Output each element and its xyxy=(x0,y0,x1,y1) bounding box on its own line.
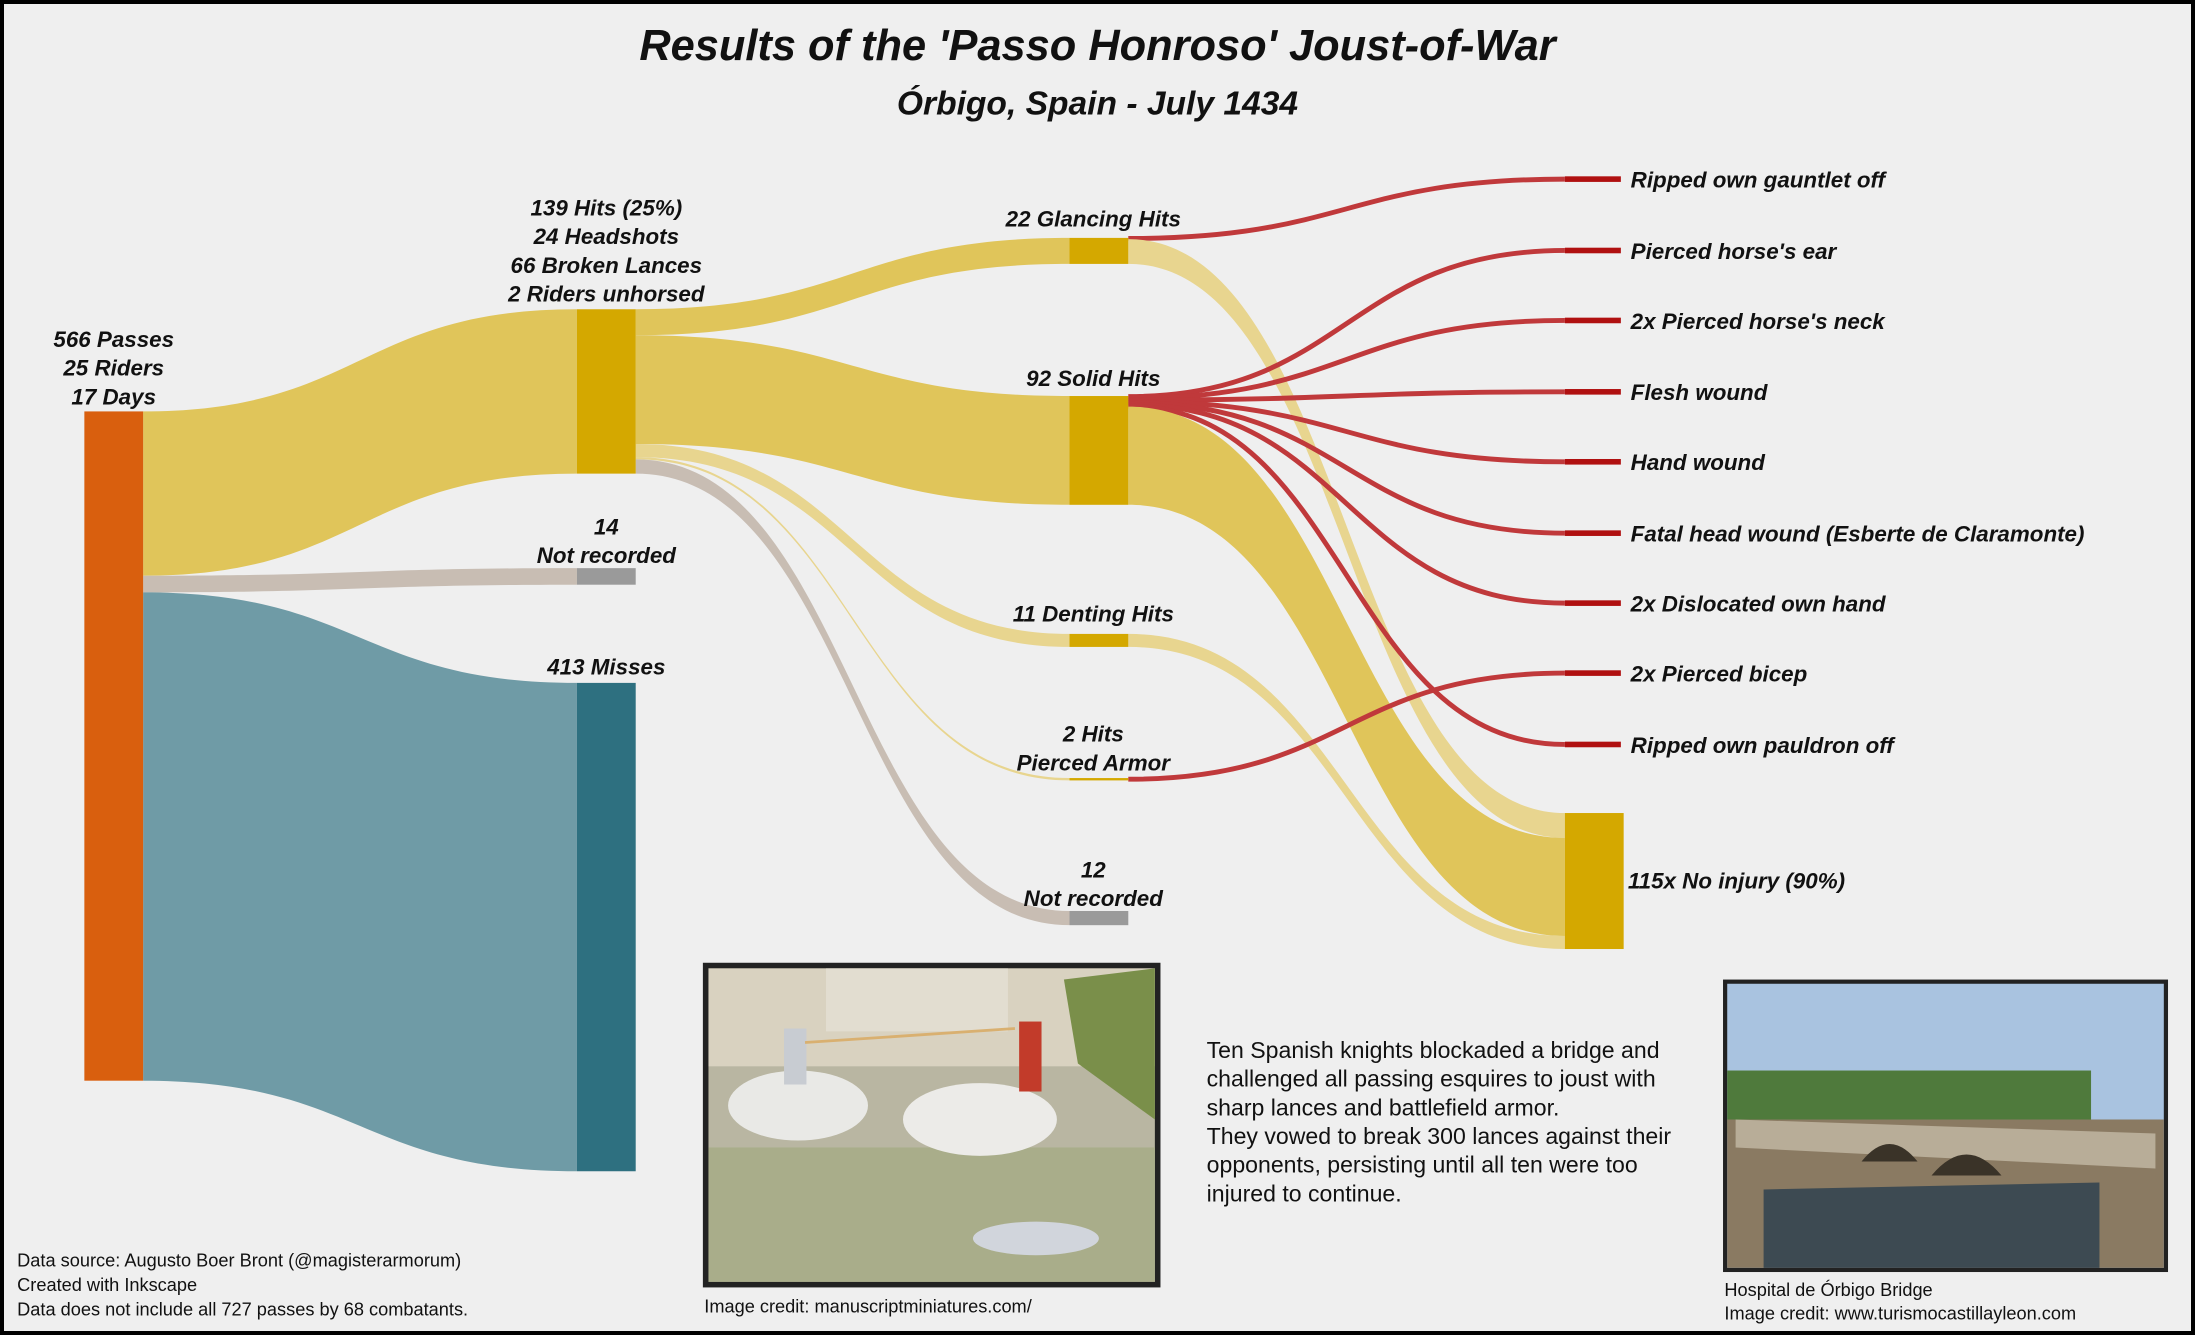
link-solid-pauldron xyxy=(1128,403,1565,747)
node-label-hits: 24 Headshots xyxy=(533,224,680,249)
description-line: They vowed to break 300 lances against t… xyxy=(1207,1123,1672,1149)
link-solid-ear xyxy=(1128,248,1565,400)
node-hand xyxy=(1564,458,1621,465)
node-pierced xyxy=(1069,778,1129,781)
description-line: injured to continue. xyxy=(1207,1180,1402,1206)
node-ear xyxy=(1564,247,1621,254)
node-noinjury xyxy=(1564,813,1624,950)
node-label-hits: 2 Riders unhorsed xyxy=(507,282,706,307)
node-label-denting: 11 Denting Hits xyxy=(1013,601,1174,626)
nodes xyxy=(84,176,1624,1172)
node-label-misses: 413 Misses xyxy=(546,654,665,679)
node-label-nr14: 14 xyxy=(594,515,619,540)
node-label-pierced: Pierced Armor xyxy=(1017,750,1172,775)
node-neck xyxy=(1564,317,1621,324)
node-nr12 xyxy=(1069,910,1129,926)
link-solid-hand xyxy=(1128,398,1565,465)
link-solid-neck xyxy=(1128,318,1565,401)
link-hits-denting xyxy=(635,444,1070,647)
description-line: opponents, persisting until all ten were… xyxy=(1207,1152,1638,1178)
node-label-hits: 66 Broken Lances xyxy=(511,253,703,278)
node-label-neck: 2x Pierced horse's neck xyxy=(1630,309,1887,334)
node-denting xyxy=(1069,633,1129,647)
node-label-pauldron: Ripped own pauldron off xyxy=(1631,733,1897,758)
chart-subtitle: Órbigo, Spain - July 1434 xyxy=(897,85,1299,123)
node-label-passes: 566 Passes xyxy=(53,327,174,352)
node-misses xyxy=(576,682,636,1172)
manuscript-image xyxy=(702,962,1161,1288)
node-passes xyxy=(84,411,144,1081)
node-nr14 xyxy=(576,568,636,585)
node-label-noinjury: 115x No injury (90%) xyxy=(1628,869,1845,894)
node-pauldron xyxy=(1564,741,1621,748)
link-denting-noinjury xyxy=(1128,633,1565,950)
bridge-caption-line: Image credit: www.turismocastillayleon.c… xyxy=(1724,1304,2076,1324)
node-label-nr12: Not recorded xyxy=(1024,886,1165,911)
link-solid-dislocated xyxy=(1128,401,1565,606)
link-hits-nr12 xyxy=(635,459,1070,926)
node-label-pierced: 2 Hits xyxy=(1062,722,1124,747)
node-label-gauntlet: Ripped own gauntlet off xyxy=(1631,168,1888,193)
node-label-glancing: 22 Glancing Hits xyxy=(1005,207,1181,232)
node-label-fatal: Fatal head wound (Esberte de Claramonte) xyxy=(1631,522,2085,547)
description-line: sharp lances and battlefield armor. xyxy=(1207,1094,1560,1120)
node-bicep xyxy=(1564,670,1621,676)
node-solid xyxy=(1069,396,1129,505)
chart-title: Results of the 'Passo Honroso' Joust-of-… xyxy=(639,22,1557,70)
link-solid-noinjury xyxy=(1128,406,1565,937)
footer-line: Data does not include all 727 passes by … xyxy=(17,1299,468,1319)
link-passes-misses xyxy=(143,592,577,1172)
link-glancing-noinjury xyxy=(1128,239,1565,838)
link-passes-nr14 xyxy=(143,568,577,593)
node-label-hits: 139 Hits (25%) xyxy=(530,196,682,221)
link-hits-pierced xyxy=(635,457,1070,781)
link-passes-hits xyxy=(143,309,577,576)
manuscript-credit: Image credit: manuscriptminiatures.com/ xyxy=(704,1297,1032,1317)
node-label-passes: 17 Days xyxy=(71,384,156,409)
link-solid-flesh xyxy=(1128,389,1565,403)
node-glancing xyxy=(1069,237,1129,264)
link-glancing-gauntlet xyxy=(1128,176,1565,241)
node-label-solid: 92 Solid Hits xyxy=(1026,366,1160,391)
node-label-bicep: 2x Pierced bicep xyxy=(1630,661,1808,686)
link-hits-glancing xyxy=(635,237,1070,336)
node-label-flesh: Flesh wound xyxy=(1631,380,1769,405)
footer-line: Data source: Augusto Boer Bront (@magist… xyxy=(17,1250,461,1270)
node-label-ear: Pierced horse's ear xyxy=(1631,239,1838,264)
node-gauntlet xyxy=(1564,176,1621,182)
description-line: Ten Spanish knights blockaded a bridge a… xyxy=(1207,1037,1660,1063)
link-hits-solid xyxy=(635,335,1070,505)
link-solid-fatal xyxy=(1128,400,1565,536)
node-labels: 566 Passes 25 Riders 17 Days 139 Hits (25%)… xyxy=(53,168,2084,912)
node-label-nr12: 12 xyxy=(1081,857,1106,882)
node-label-passes: 25 Riders xyxy=(62,356,164,381)
node-hits xyxy=(576,309,636,474)
link-pierced-bicep xyxy=(1128,670,1565,782)
links xyxy=(143,176,1565,1172)
bridge-caption-line: Hospital de Órbigo Bridge xyxy=(1724,1279,1932,1300)
node-flesh xyxy=(1564,389,1621,395)
node-fatal xyxy=(1564,530,1621,536)
node-dislocated xyxy=(1564,600,1621,606)
bridge-photo xyxy=(1723,979,2169,1273)
footer-line: Created with Inkscape xyxy=(17,1275,197,1295)
node-label-nr14: Not recorded xyxy=(537,543,678,568)
description-line: challenged all passing esquires to joust… xyxy=(1207,1066,1656,1092)
node-label-hand: Hand wound xyxy=(1631,450,1767,475)
node-label-dislocated: 2x Dislocated own hand xyxy=(1630,592,1887,617)
